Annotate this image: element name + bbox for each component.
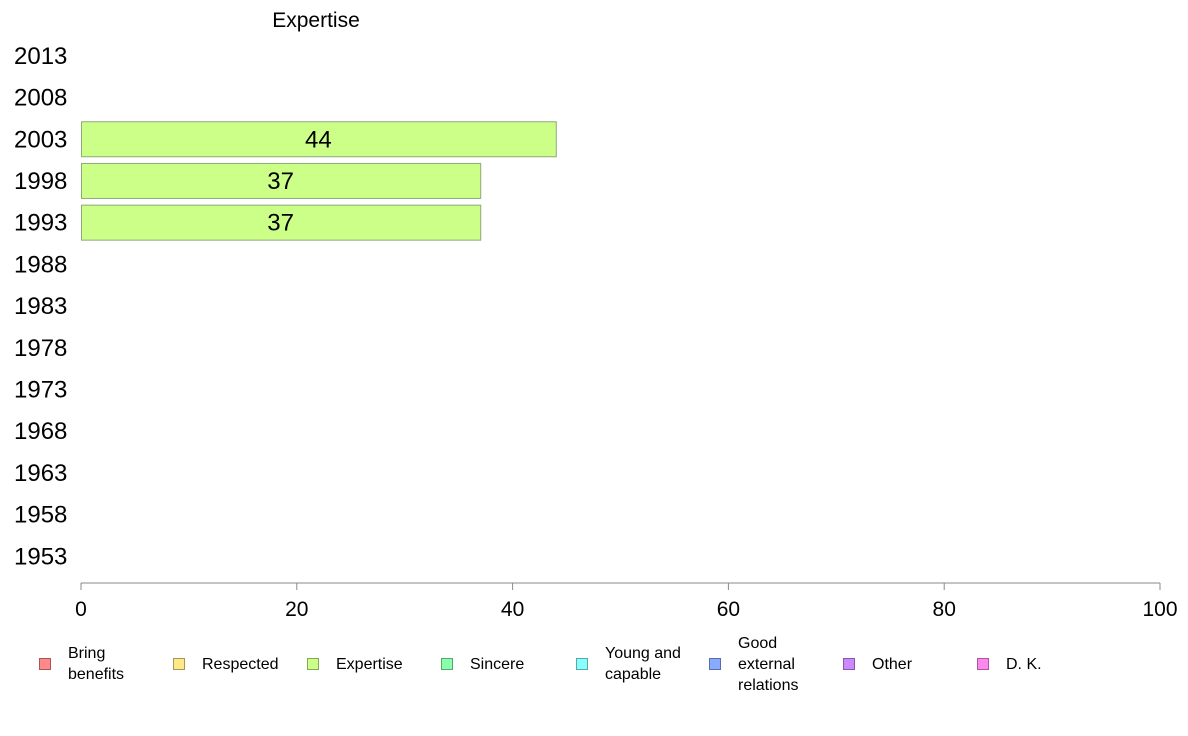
- legend-item: Other: [843, 654, 912, 675]
- legend-label: Other: [872, 655, 913, 673]
- category-label: 1983: [14, 293, 67, 320]
- legend-item: Good external relations: [709, 633, 798, 696]
- category-label: 2003: [14, 126, 67, 153]
- x-tick-label: 0: [75, 598, 87, 620]
- bar: [81, 204, 482, 241]
- category-label: 1998: [14, 168, 67, 195]
- legend-swatch: [441, 658, 453, 670]
- legend-swatch: [576, 658, 588, 670]
- category-label: 1978: [14, 335, 67, 362]
- category-label: 1973: [14, 376, 67, 403]
- legend-item: D. K.: [977, 654, 1042, 675]
- legend-swatch: [307, 658, 319, 670]
- legend: Bring benefits Respected Expertise Sincere Y…: [0, 628, 1188, 708]
- legend-label: Respected: [202, 655, 279, 673]
- x-tick-label: 20: [285, 598, 308, 620]
- chart: Expertise 2013 2008 2003 1998 1993 1988 1983 19…: [14, 9, 1178, 620]
- legend-label: Bring benefits: [68, 645, 125, 683]
- x-tick-label: 40: [501, 598, 524, 620]
- legend-swatch: [39, 658, 51, 670]
- legend-item: Young and capable: [576, 643, 681, 685]
- category-label: 2013: [14, 43, 67, 70]
- bar: [81, 121, 557, 158]
- legend-swatch: [843, 658, 855, 670]
- legend-label: Good external relations: [738, 634, 799, 694]
- legend-item: Sincere: [441, 654, 524, 675]
- legend-swatch: [173, 658, 185, 670]
- category-label: 1993: [14, 210, 67, 237]
- category-label: 1963: [14, 460, 67, 487]
- bar-value-label: 37: [267, 210, 294, 237]
- bar: [81, 162, 482, 199]
- bar-value-label: 37: [267, 168, 294, 195]
- legend-swatch: [709, 658, 721, 670]
- category-label: 1953: [14, 543, 67, 570]
- legend-label: Expertise: [336, 655, 403, 673]
- category-label: 1958: [14, 502, 67, 529]
- legend-item: Respected: [173, 654, 279, 675]
- category-label: 1988: [14, 251, 67, 278]
- x-tick-label: 60: [717, 598, 740, 620]
- legend-label: Sincere: [470, 655, 525, 673]
- category-label: 2008: [14, 85, 67, 112]
- legend-swatch: [977, 658, 989, 670]
- x-tick-label: 100: [1142, 598, 1177, 620]
- legend-item: Expertise: [307, 654, 403, 675]
- legend-label: D. K.: [1006, 655, 1042, 673]
- category-label: 1968: [14, 418, 67, 445]
- chart-title: Expertise: [272, 9, 360, 32]
- bar-value-label: 44: [305, 126, 332, 153]
- legend-label: Young and capable: [605, 645, 681, 683]
- legend-item: Bring benefits: [39, 643, 124, 685]
- x-tick-label: 80: [933, 598, 956, 620]
